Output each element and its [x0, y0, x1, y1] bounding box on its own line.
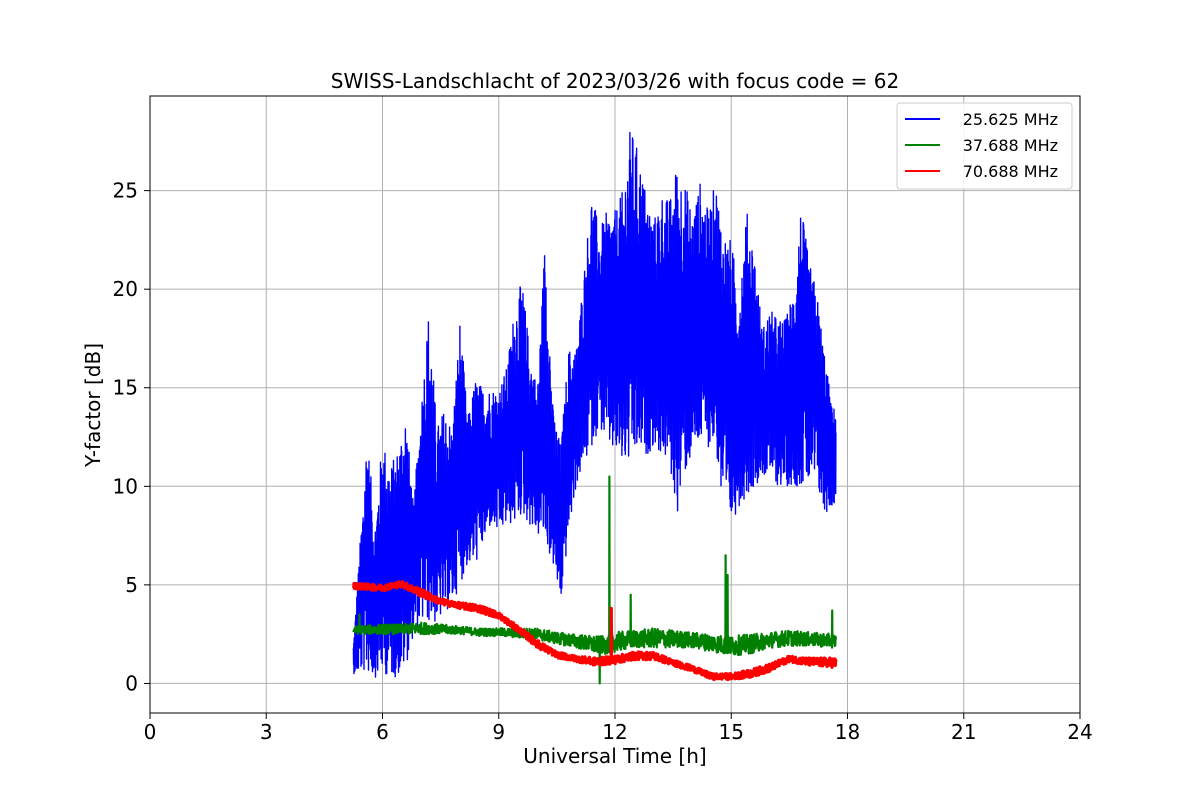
series-line-1 [352, 131, 837, 678]
x-axis-ticks: 0 3 6 9 12 15 18 21 24 [144, 713, 1093, 744]
series-line-3 [352, 580, 838, 682]
y-axis-ticks: 0 5 10 15 20 25 [113, 179, 150, 695]
legend-box [896, 102, 1073, 190]
x-tick-label: 9 [492, 720, 505, 744]
y-tick-label: 15 [113, 376, 138, 400]
y-axis-label: Y-factor [dB] [81, 343, 105, 468]
legend-label: 70.688 MHz [963, 162, 1058, 181]
plot-series [352, 131, 838, 685]
x-tick-label: 0 [144, 720, 157, 744]
x-axis-label: Universal Time [h] [523, 744, 706, 768]
legend-label: 37.688 MHz [963, 136, 1058, 155]
series-line-2 [352, 475, 837, 685]
chart-title: SWISS-Landschlacht of 2023/03/26 with fo… [331, 69, 899, 93]
x-tick-label: 3 [260, 720, 273, 744]
y-tick-label: 25 [113, 179, 138, 203]
x-tick-label: 18 [835, 720, 860, 744]
x-tick-label: 6 [376, 720, 389, 744]
y-tick-label: 5 [125, 573, 138, 597]
y-tick-label: 10 [113, 474, 138, 498]
y-tick-label: 20 [113, 277, 138, 301]
legend-label: 25.625 MHz [963, 110, 1058, 129]
x-tick-label: 24 [1067, 720, 1092, 744]
x-tick-label: 15 [719, 720, 744, 744]
y-tick-label: 0 [125, 671, 138, 695]
chart-legend: 25.625 MHz 37.688 MHz 70.688 MHz [896, 102, 1073, 190]
x-tick-label: 12 [602, 720, 627, 744]
x-tick-label: 21 [951, 720, 976, 744]
